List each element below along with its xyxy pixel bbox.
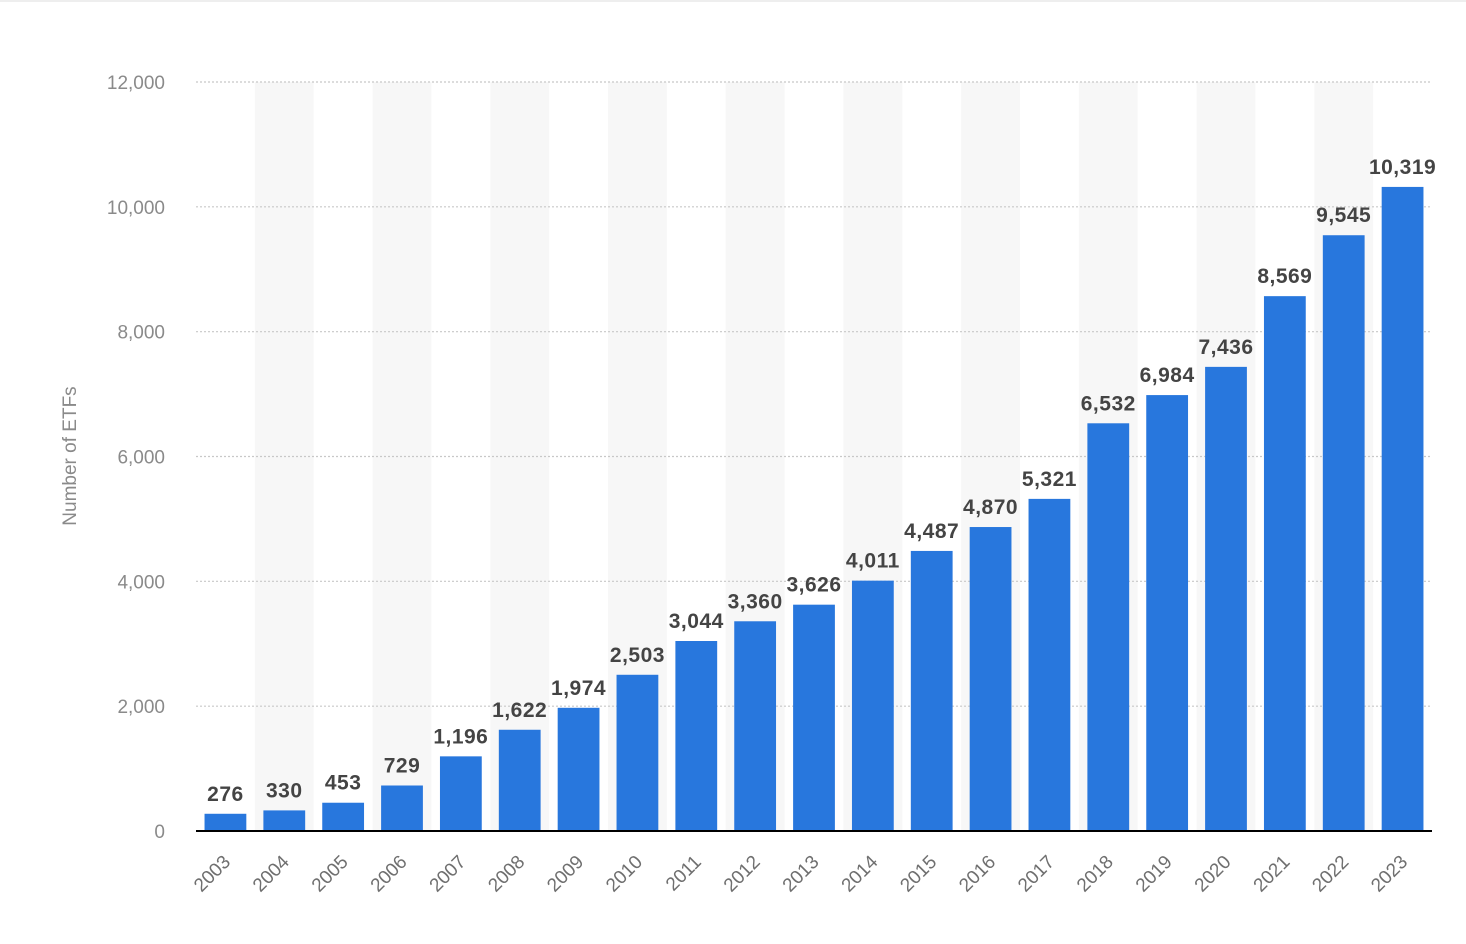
x-tick-label: 2014 [838,851,883,896]
bar-2008 [498,729,541,831]
bar-2006 [381,785,423,831]
y-tick-label: 4,000 [117,572,165,593]
bar-2003 [204,813,247,831]
bar-2007 [439,756,482,831]
bar-2012 [734,621,777,831]
value-label: 4,870 [963,496,1018,519]
value-label: 4,011 [846,550,900,573]
y-tick-label: 2,000 [117,697,165,718]
bar-2010 [616,674,659,831]
x-tick-label: 2004 [249,851,294,896]
x-tick-label: 2006 [367,852,412,897]
x-tick-label: 2008 [485,852,530,897]
data-labels: 276 330 453 729 1,1961,6221,9742,5033,0443,3… [207,156,1436,806]
bar-2017 [1028,498,1071,831]
value-label: 1,622 [492,699,547,722]
y-tick-label: 6,000 [117,448,165,469]
value-label: 276 [207,783,244,806]
value-label: 453 [325,772,362,795]
bar-2023 [1381,186,1424,831]
value-label: 3,626 [786,574,841,597]
bar-2004 [263,810,306,831]
x-tick-label: 2017 [1014,852,1059,897]
x-tick-label: 2018 [1073,852,1118,897]
value-label: 6,984 [1140,364,1195,387]
x-tick-label: 2019 [1132,852,1177,897]
x-tick-label: 2005 [308,852,353,897]
bar-2022 [1322,235,1365,831]
value-label: 3,044 [669,610,724,633]
x-tick-label: 2010 [602,852,647,897]
value-label: 3,360 [728,590,783,613]
bar-2020 [1205,366,1247,831]
y-axis-title: Number of ETFs [60,386,81,525]
value-label: 8,569 [1257,265,1312,288]
x-tick-label: 2015 [897,852,942,897]
value-label: 4,487 [904,520,959,543]
bar-2018 [1087,423,1130,831]
y-tick-label: 0 [154,822,165,843]
x-tick-label: 2020 [1191,852,1236,897]
x-tick-label: 2021 [1250,852,1295,897]
value-label: 7,436 [1198,336,1253,359]
x-axis-ticks: 2003 2004 2005 2006 2007 2008 2009 2010 2011 2012… [190,851,1412,896]
y-axis-ticks: 0 2,000 4,000 6,000 8,000 10,000 12,000 [107,73,165,843]
x-tick-label: 2011 [662,852,706,896]
bar-2005 [322,802,365,831]
y-tick-label: 10,000 [107,198,165,219]
bars [204,186,1424,831]
bar-2009 [557,707,600,831]
x-tick-label: 2016 [955,852,1000,897]
bar-2014 [851,580,894,831]
x-tick-label: 2003 [190,852,235,897]
bar-2011 [675,641,718,831]
value-label: 6,532 [1081,392,1136,415]
y-tick-label: 12,000 [107,73,165,94]
value-label: 1,974 [551,677,606,700]
bar-2015 [910,550,953,831]
value-label: 330 [266,779,303,802]
bar-2016 [969,527,1012,831]
x-tick-label: 2023 [1367,852,1412,897]
value-label: 1,196 [433,725,488,748]
bar-2013 [793,604,835,831]
x-tick-label: 2009 [543,852,588,897]
bar-2021 [1263,296,1306,831]
value-label: 5,321 [1022,468,1077,491]
x-tick-label: 2012 [720,852,765,897]
value-label: 729 [384,754,421,777]
value-label: 10,319 [1369,156,1436,179]
x-tick-label: 2022 [1309,852,1354,897]
x-tick-label: 2013 [779,852,824,897]
value-label: 9,545 [1316,204,1371,227]
value-label: 2,503 [610,644,665,667]
x-tick-label: 2007 [426,852,471,897]
bar-2019 [1146,395,1189,831]
y-tick-label: 8,000 [117,323,165,344]
